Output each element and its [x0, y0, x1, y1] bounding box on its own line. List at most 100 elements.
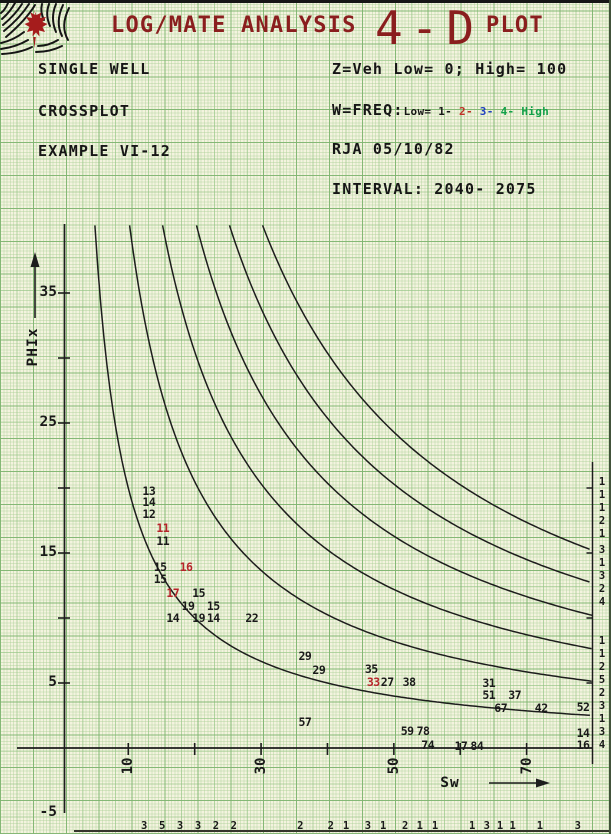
y-tick-label: 5 [48, 674, 57, 690]
bottom-frequency-count: 1 [496, 820, 504, 832]
bottom-frequency-count: 2 [230, 820, 238, 832]
right-frequency-count: 3 [598, 700, 606, 713]
data-point-label: 14 [206, 611, 220, 625]
bottom-frequency-count: 2 [212, 820, 220, 832]
bottom-frequency-count: 1 [380, 820, 387, 832]
right-frequency-count: 1 [598, 635, 606, 648]
scan-edge-top [0, 0, 611, 3]
page-title-left: LOG/MATE ANALYSIS [111, 13, 357, 38]
data-point-label: 29 [298, 648, 312, 663]
x-tick-label: 70 [518, 757, 535, 775]
data-point-label: 33 [366, 674, 380, 689]
data-point-label: 74 [421, 738, 435, 753]
maple-leaf-logo-graphic [0, 2, 70, 55]
y-axis-title: PHIx [25, 327, 41, 367]
page-title-4d: 4-D [375, 1, 483, 55]
bottom-frequency-count: 2 [401, 820, 409, 832]
bvw-curve [228, 225, 590, 583]
right-frequency-count: 4 [598, 739, 606, 752]
right-frequency-count: 2 [598, 514, 606, 527]
y-tick-label: 15 [39, 544, 57, 560]
x-tick-label: 50 [385, 757, 402, 775]
right-frequency-count: 1 [598, 713, 606, 726]
data-point-label: 78 [416, 724, 430, 739]
bottom-frequency-count: 3 [141, 820, 148, 832]
bvw-curve [261, 225, 590, 550]
bottom-frequency-count: 5 [158, 820, 166, 832]
right-frequency-count: 1 [598, 527, 606, 540]
bvw-curve [161, 225, 592, 650]
right-frequency-count: 1 [598, 475, 606, 488]
sw-arrow-head [536, 778, 550, 788]
w-freq-color-key: Low= 1- 2- 3- 4- High [404, 101, 549, 119]
data-point-label: 29 [312, 663, 326, 677]
data-point-label: 19 [192, 611, 206, 625]
data-point-label: 51 [482, 687, 496, 702]
data-point-label: 52 [576, 700, 590, 715]
data-point-label: 31 [482, 676, 496, 690]
bottom-frequency-count: 1 [431, 820, 439, 832]
phix-arrow-head [30, 252, 40, 267]
info-example: EXAMPLE VI-12 [38, 142, 171, 160]
data-point-label: 84 [470, 739, 484, 754]
bottom-frequency-count: 1 [469, 820, 476, 832]
bottom-frequency-count: 1 [536, 820, 544, 832]
page-title-plot: PLOT [486, 13, 544, 38]
right-frequency-count: 5 [598, 674, 606, 687]
info-interval: INTERVAL: 2040- 2075 [332, 180, 537, 198]
info-author-date: RJA 05/10/82 [332, 140, 455, 158]
data-point-label: 15 [206, 599, 220, 614]
x-axis-title: Sw [440, 775, 460, 791]
right-frequency-count: 1 [598, 501, 606, 514]
w-freq-segment: Low= 1- [403, 105, 460, 118]
data-point-label: 14 [166, 611, 180, 625]
data-point-label: 19 [181, 599, 195, 614]
info-z-scale: Z=Veh Low= 0; High= 100 [332, 60, 568, 78]
data-point-label: 57 [298, 715, 312, 729]
right-frequency-count: 1 [598, 648, 606, 661]
scan-edge-bottom [74, 830, 611, 832]
data-point-label: 15 [153, 572, 167, 586]
data-point-label: 38 [402, 674, 416, 689]
data-point-label: 17 [166, 586, 180, 601]
data-point-label: 13 [142, 483, 156, 498]
data-point-label: 37 [508, 687, 522, 702]
w-freq-prefix: W=FREQ: [332, 101, 404, 119]
bottom-frequency-count: 3 [176, 820, 184, 832]
y-tick-label: -5 [39, 804, 57, 820]
right-frequency-count: 2 [598, 661, 606, 674]
right-frequency-count: 4 [598, 596, 606, 609]
info-w-freq: W=FREQ:Low= 1- 2- 3- 4- High [332, 101, 549, 119]
bottom-frequency-count: 1 [342, 820, 350, 832]
bvw-curve [195, 225, 593, 617]
data-point-label: 35 [364, 661, 378, 676]
w-freq-segment: 2- [459, 105, 480, 118]
x-tick-label: 10 [120, 757, 137, 775]
data-point-label: 17 [454, 739, 468, 754]
data-point-label: 14 [142, 495, 156, 510]
bottom-frequency-count: 3 [574, 820, 581, 832]
right-frequency-count: 1 [598, 557, 606, 570]
bottom-frequency-count: 2 [297, 820, 304, 832]
maple-leaf-icon [24, 10, 48, 48]
data-point-label: 16 [576, 738, 590, 753]
data-point-label: 12 [142, 507, 156, 521]
bvw-curve [94, 225, 590, 717]
bottom-frequency-count: 1 [416, 820, 423, 832]
right-frequency-count: 1 [598, 488, 606, 501]
info-single-well: SINGLE WELL [38, 60, 151, 78]
bottom-frequency-count: 3 [194, 820, 202, 832]
data-point-label: 59 [400, 724, 414, 739]
right-frequency-count: 3 [598, 570, 606, 583]
data-point-label: 22 [245, 611, 259, 625]
right-frequency-count: 3 [598, 726, 606, 739]
x-tick-label: 30 [253, 757, 270, 775]
info-crossplot: CROSSPLOT [38, 102, 131, 120]
maple-leaf-fingerprint-logo [0, 2, 72, 60]
bottom-frequency-count: 1 [509, 820, 516, 832]
bottom-frequency-count: 3 [483, 820, 490, 832]
data-point-label: 16 [179, 560, 193, 575]
w-freq-segment: 4- High [500, 105, 550, 118]
